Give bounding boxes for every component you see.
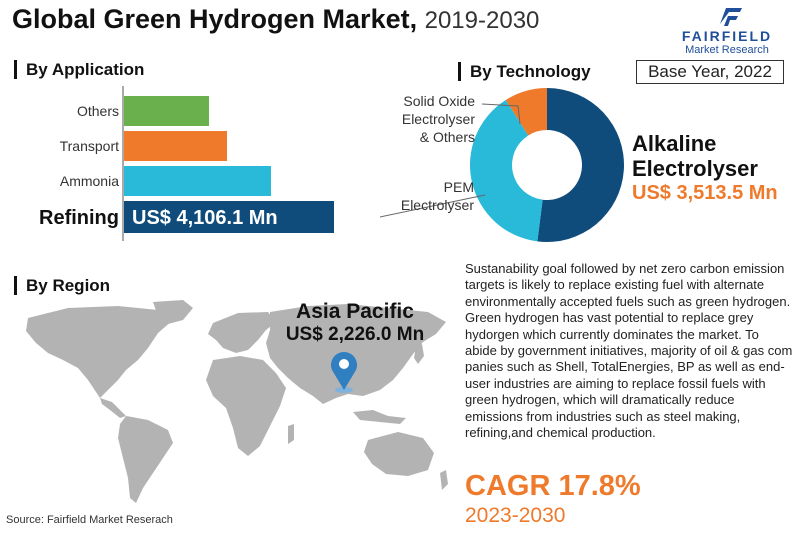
label-pem-line-1: Electrolyser	[401, 197, 474, 213]
page-title: Global Green Hydrogen Market, 2019-2030	[12, 4, 539, 35]
cagr-period: 2023-2030	[465, 504, 566, 527]
label-alkaline-line-0: Alkaline	[632, 131, 716, 156]
bar-label-transport: Transport	[60, 138, 120, 154]
donut-slice-2	[505, 88, 547, 136]
logo-subtitle: Market Research	[685, 44, 769, 56]
asia-shape	[266, 304, 446, 404]
location-pin-icon	[331, 352, 357, 393]
application-bar-chart: Others Transport Ammonia Refining US$ 4,106.…	[39, 86, 334, 241]
label-solid-oxide-line-2: & Others	[420, 129, 475, 145]
bar-label-others: Others	[77, 103, 119, 119]
label-pem-line-0: PEM	[444, 179, 474, 195]
north-america-shape	[26, 306, 173, 398]
madagascar-shape	[288, 424, 294, 444]
fairfield-logo-icon	[720, 8, 742, 26]
greenland-shape	[153, 300, 193, 324]
leader-line-pem	[379, 194, 486, 218]
bar-refining	[124, 201, 334, 233]
title-text: Global Green Hydrogen Market,	[12, 4, 418, 34]
bar-others	[124, 96, 209, 126]
label-alkaline-line-1: Electrolyser	[632, 156, 758, 181]
section-application-header: By Application	[14, 60, 144, 79]
technology-donut-chart: Solid Oxide Electrolyser & Others PEM Electr…	[379, 88, 778, 242]
label-solid-oxide-line-0: Solid Oxide	[403, 93, 475, 109]
section-region-header: By Region	[14, 276, 110, 295]
africa-shape	[206, 356, 286, 456]
base-year-box: Base Year, 2022	[636, 60, 784, 84]
central-america-shape	[100, 398, 126, 418]
title-years: 2019-2030	[424, 7, 540, 34]
donut-slice-1	[470, 99, 543, 242]
south-america-shape	[118, 416, 173, 503]
company-logo: FAIRFIELD Market Research	[662, 4, 792, 58]
bar-value-label-refining: US$ 4,106.1 Mn	[132, 207, 278, 229]
cagr-value: CAGR 17.8%	[465, 470, 641, 502]
section-technology-header: By Technology	[458, 62, 591, 81]
japan-shape	[414, 344, 424, 364]
region-label: Asia Pacific US$ 2,226.0 Mn	[250, 300, 460, 352]
bar-label-ammonia: Ammonia	[60, 173, 119, 189]
region-value: US$ 2,226.0 Mn	[285, 324, 425, 345]
leader-line-solid-oxide	[481, 103, 521, 125]
region-name: Asia Pacific	[296, 300, 414, 323]
source-note: Source: Fairfield Market Reserach	[6, 514, 173, 526]
label-solid-oxide-line-1: Electrolyser	[402, 111, 475, 127]
bar-transport	[124, 131, 227, 161]
indonesia-shape	[353, 410, 406, 424]
market-description: Sustanability goal followed by net zero …	[465, 261, 793, 441]
logo-brand: FAIRFIELD	[681, 28, 773, 44]
australia-shape	[364, 432, 434, 476]
europe-shape	[208, 312, 276, 353]
label-alkaline-value: US$ 3,513.5 Mn	[632, 182, 778, 204]
bar-label-refining: Refining	[39, 207, 119, 229]
bar-ammonia	[124, 166, 271, 196]
world-map	[26, 300, 448, 503]
donut-slice-0	[537, 88, 624, 242]
new-zealand-shape	[440, 470, 448, 490]
